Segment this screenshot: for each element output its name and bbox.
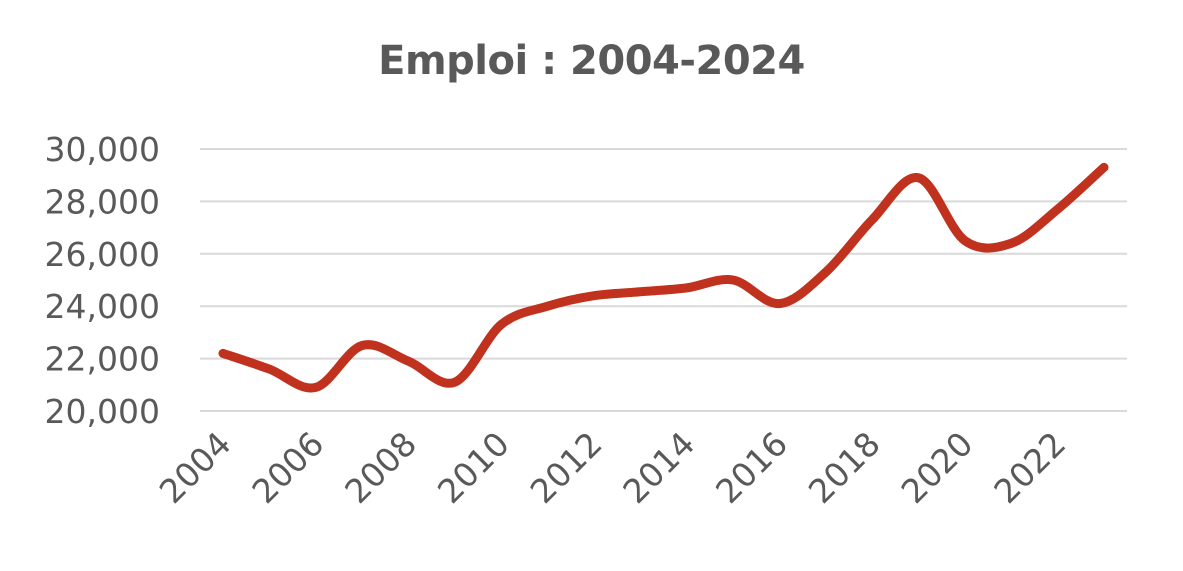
x-tick-label: 2004 [152,424,239,511]
x-axis-tick-labels: 2004 2006 2008 2010 2012 2014 2016 2018 2020 2022 [152,424,1074,511]
x-tick-label: 2016 [708,424,795,511]
x-tick-label: 2012 [523,424,610,511]
y-axis-tick-labels: 20,000 22,000 24,000 26,000 28,000 30,000 [45,130,160,431]
x-tick-label: 2010 [430,424,517,511]
x-tick-label: 2008 [337,424,424,511]
y-tick-label: 28,000 [45,182,160,221]
chart-title: Emploi : 2004-2024 [378,38,805,84]
y-tick-label: 24,000 [45,287,160,326]
y-tick-label: 30,000 [45,130,160,169]
series-line [218,162,1109,393]
x-tick-label: 2018 [801,424,888,511]
x-tick-label: 2014 [615,424,702,511]
x-tick-label: 2020 [894,424,981,511]
y-tick-label: 20,000 [45,392,160,431]
x-tick-label: 2006 [244,424,331,511]
x-tick-label: 2022 [986,424,1073,511]
gridlines [200,148,1127,412]
y-tick-label: 26,000 [45,235,160,274]
series-layer [218,162,1109,393]
y-tick-label: 22,000 [45,340,160,379]
